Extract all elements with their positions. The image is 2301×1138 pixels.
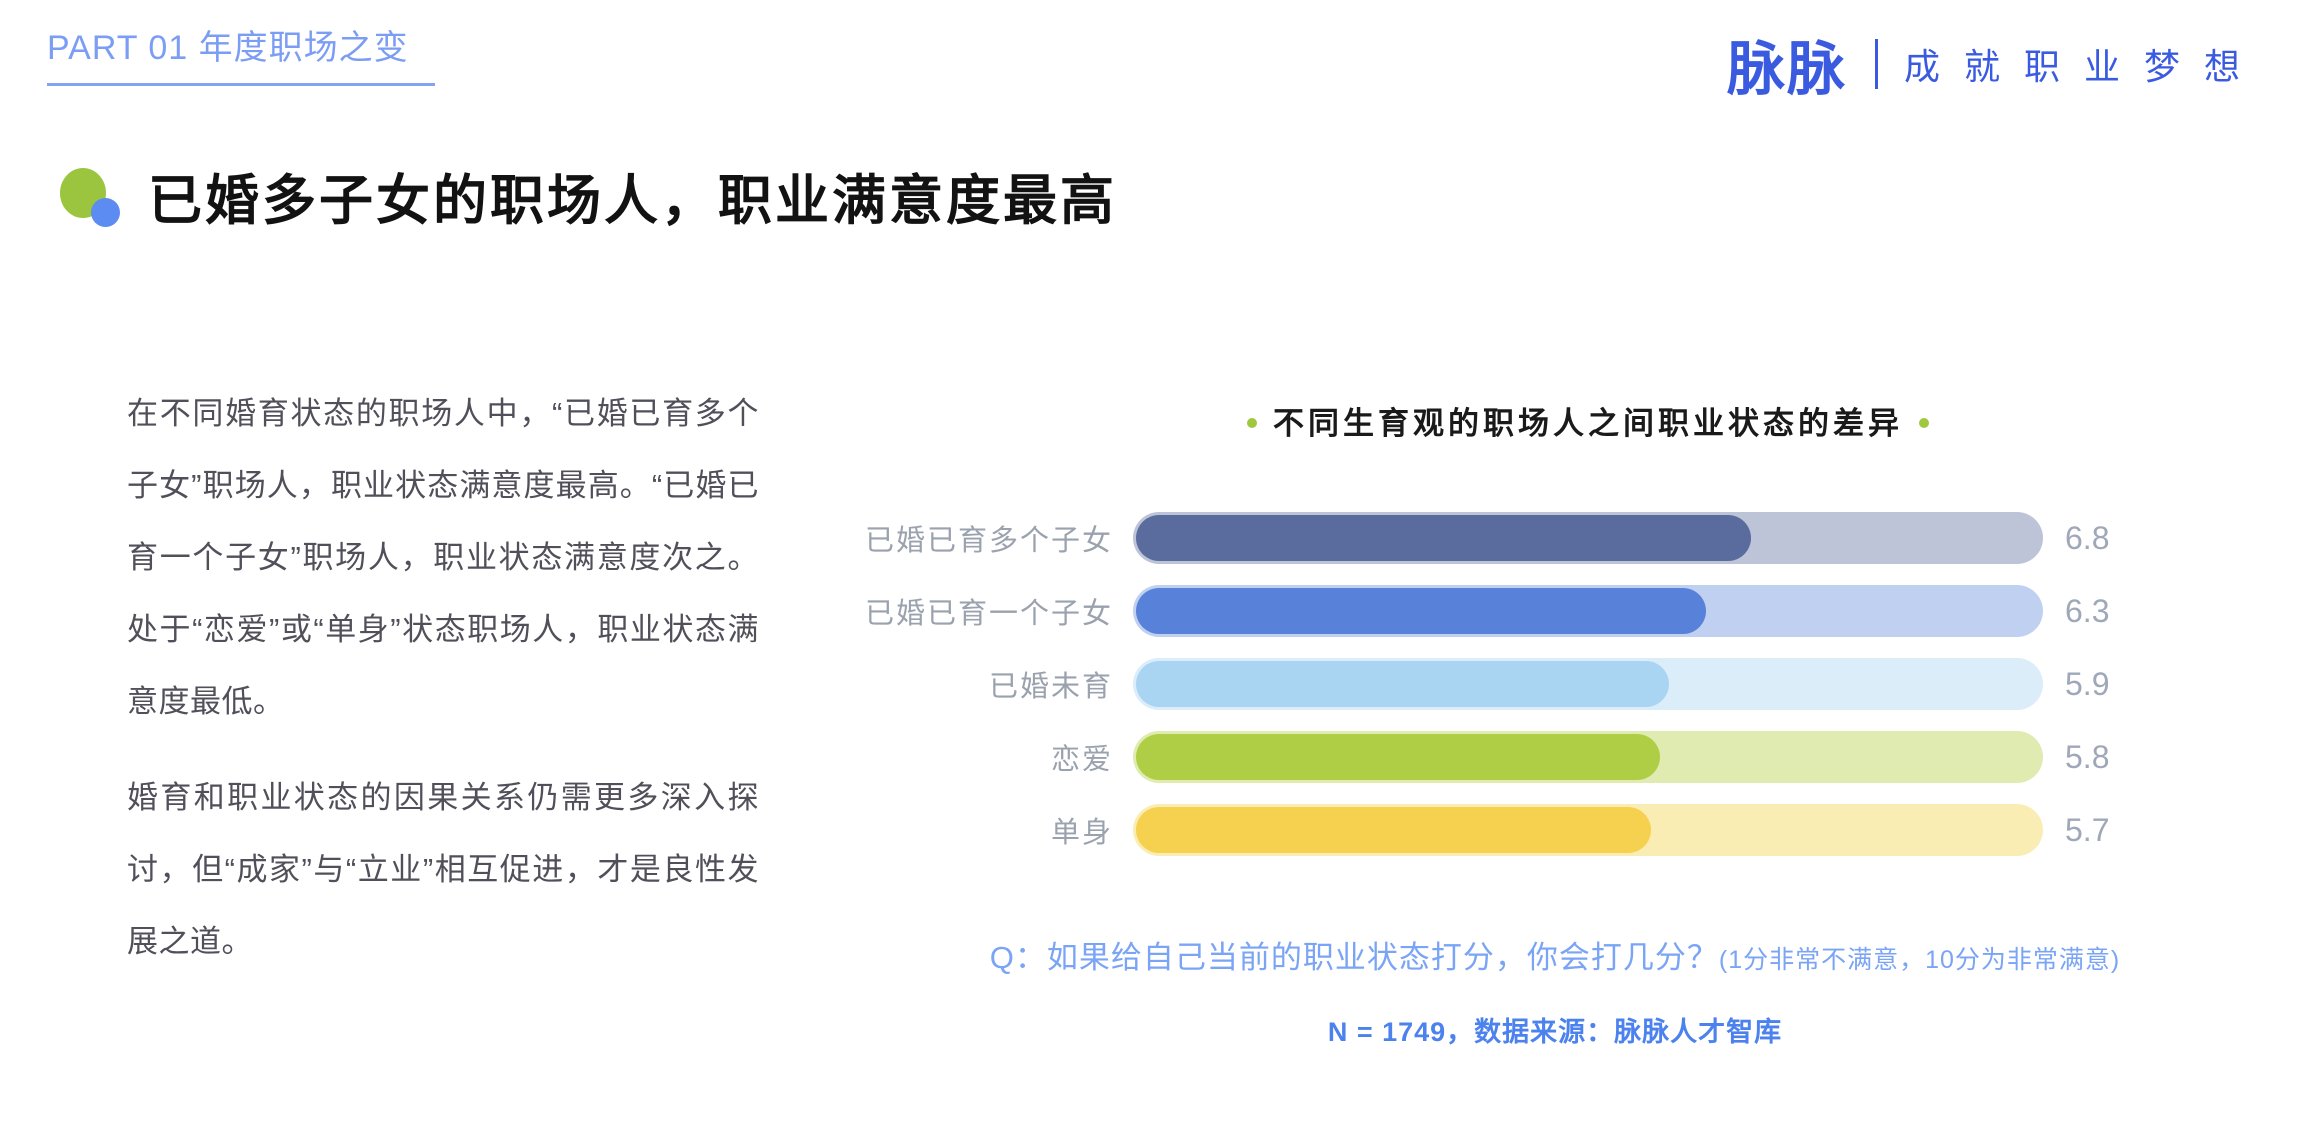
bar-value: 5.8 (2065, 738, 2110, 775)
bar-fill (1136, 807, 1652, 853)
survey-question: Q：如果给自己当前的职业状态打分，你会打几分？(1分非常不满意，10分为非常满意… (860, 938, 2250, 980)
part-section-label: PART 01 年度职场之变 (47, 20, 435, 86)
bullet-blue-circle (91, 197, 120, 227)
chart-title-text: 不同生育观的职场人之间职业状态的差异 (1273, 406, 1903, 441)
bar-value: 6.3 (2065, 592, 2110, 629)
bar-value: 5.9 (2065, 665, 2110, 702)
article-text: 在不同婚育状态的职场人中，“已婚已育多个子女”职场人，职业状态满意度最高。“已婚… (127, 378, 759, 978)
bar-fill (1136, 588, 1706, 634)
bar-track (1133, 804, 2043, 856)
data-source-line: N = 1749，数据来源：脉脉人才智库 (1327, 1017, 1783, 1047)
bar-value: 6.8 (2065, 519, 2110, 556)
bar-row-single: 单身 5.7 (860, 804, 2250, 856)
bar-row-married-no-children: 已婚未育 5.9 (860, 658, 2250, 710)
bar-label: 已婚未育 (988, 671, 1113, 703)
bar-label: 已婚已育多个子女 (864, 525, 1113, 557)
bar-value: 5.7 (2065, 811, 2110, 848)
bar-fill (1136, 661, 1670, 707)
maimai-logo: 脉脉 成就职业梦想 (1727, 22, 2264, 106)
bar-label: 已婚已育一个子女 (864, 598, 1113, 630)
survey-question-note: (1分非常不满意，10分为非常满意) (1718, 946, 2121, 974)
bar-label: 恋爱 (1050, 744, 1113, 776)
bar-track (1133, 658, 2043, 710)
logo-divider (1874, 39, 1878, 89)
section-title-row: 已婚多子女的职场人，职业满意度最高 (60, 156, 1117, 235)
bar-row-married-one-child: 已婚已育一个子女 6.3 (860, 585, 2250, 637)
bar-track (1133, 731, 2043, 783)
page-title: 已婚多子女的职场人，职业满意度最高 (148, 171, 1117, 231)
bar-fill (1136, 734, 1661, 780)
maimai-logo-wordmark: 脉脉 (1726, 37, 1847, 102)
satisfaction-bar-chart: 不同生育观的职场人之间职业状态的差异 已婚已育多个子女 6.8 已婚已育一个子女… (860, 390, 2250, 1050)
article-paragraph-2: 婚育和职业状态的因果关系仍需更多深入探讨，但“成家”与“立业”相互促进，才是良性… (127, 780, 759, 959)
logo-tagline: 成就职业梦想 (1903, 46, 2264, 87)
chart-title: 不同生育观的职场人之间职业状态的差异 (1133, 404, 2043, 444)
chart-title-right-dot-icon (1919, 417, 1929, 428)
bar-row-in-relationship: 恋爱 5.8 (860, 731, 2250, 783)
bar-label: 单身 (1050, 817, 1113, 849)
article-paragraph-1: 在不同婚育状态的职场人中，“已婚已育多个子女”职场人，职业状态满意度最高。“已婚… (127, 396, 759, 719)
survey-question-text: Q：如果给自己当前的职业状态打分，你会打几分？ (989, 940, 1719, 975)
bullet-circles-icon (60, 164, 122, 228)
bar-row-married-multiple-children: 已婚已育多个子女 6.8 (860, 512, 2250, 564)
bar-track (1133, 512, 2043, 564)
bar-track (1133, 585, 2043, 637)
chart-title-left-dot-icon (1247, 417, 1257, 428)
bar-fill (1136, 515, 1751, 561)
